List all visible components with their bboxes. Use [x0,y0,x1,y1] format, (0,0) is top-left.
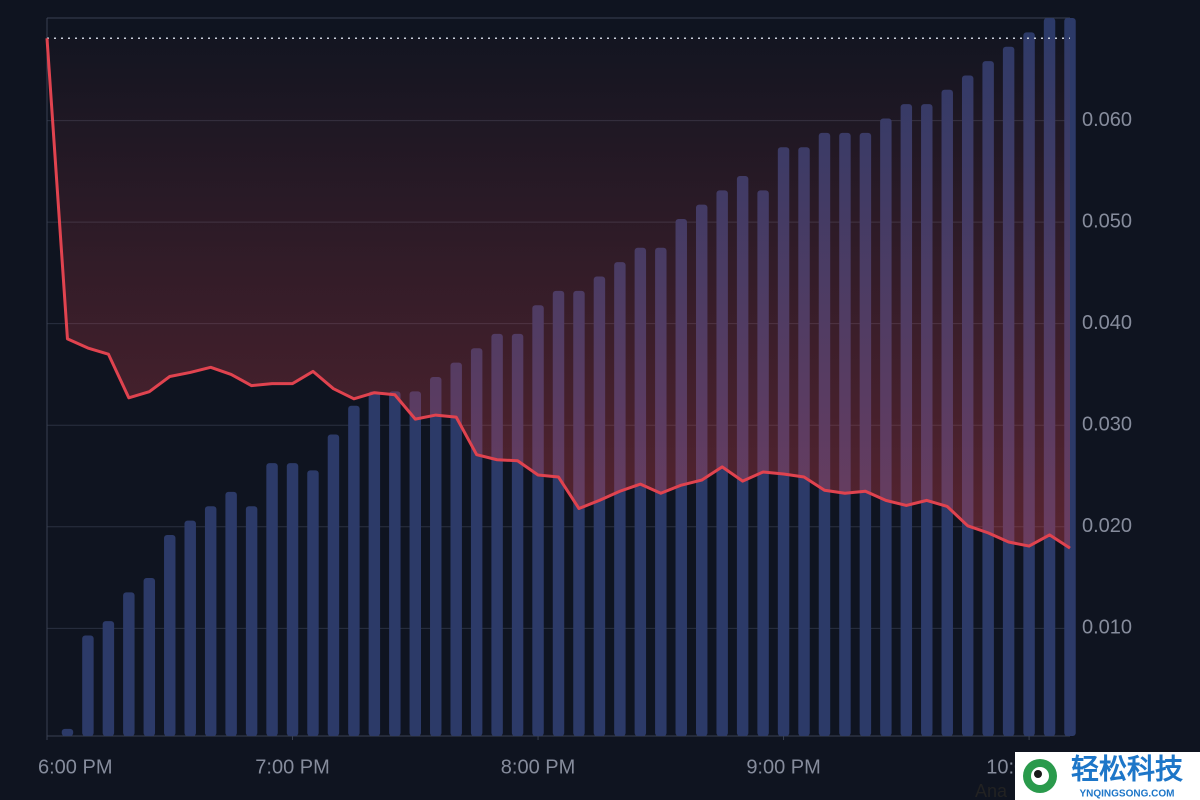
volume-bar [164,534,176,736]
watermark-subtitle: YNQINGSONG.COM [1079,789,1174,800]
x-tick-label: 8:00 PM [501,756,575,778]
volume-bar [102,621,115,736]
volume-bar [389,391,401,736]
volume-bar [123,592,135,736]
x-tick-label: 6:00 PM [38,756,112,778]
volume-bar [82,635,94,736]
volume-bar [368,391,381,736]
y-tick-label: 0.050 [1082,210,1132,232]
volume-bar [327,434,340,736]
volume-bar [204,506,217,736]
volume-bar [143,578,156,736]
volume-bar [307,470,319,736]
price-area [47,38,1070,549]
volume-bar [409,391,422,736]
watermark-logo-pupil [1034,770,1042,778]
volume-bar [245,506,258,736]
volume-bar [61,728,74,736]
volume-bar [184,520,196,736]
volume-bar [286,463,299,736]
volume-bar [225,491,237,736]
x-tick-label: 7:00 PM [255,756,329,778]
price-line [45,38,1071,550]
watermark-title: 轻松科技 [1071,753,1183,784]
y-tick-label: 0.020 [1082,515,1132,537]
volume-bar [450,362,462,736]
y-tick-label: 0.010 [1082,617,1132,639]
x-tick-label: 9:00 PM [746,756,820,778]
footer-fragment: Ana [975,781,1008,800]
volume-bar [266,463,278,736]
y-tick-label: 0.060 [1082,109,1132,131]
watermark: 轻松科技 YNQINGSONG.COM [1015,752,1200,800]
y-tick-label: 0.040 [1082,312,1132,334]
volume-bar [348,405,360,736]
volume-bar [430,377,442,736]
y-tick-label: 0.030 [1082,414,1132,436]
